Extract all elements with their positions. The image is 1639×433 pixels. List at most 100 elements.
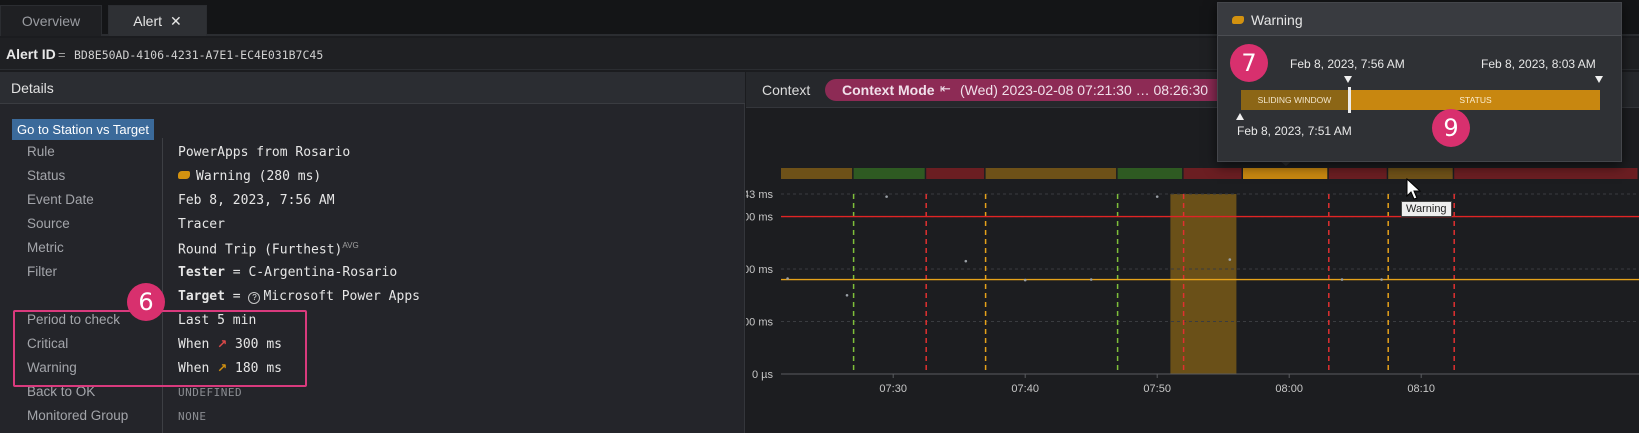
row-period: Period to check Last 5 min [0,310,740,332]
status-value-wrap: Warning (280 ms) [178,169,321,184]
x-tick-label-1: 07:40 [1011,383,1039,395]
source-key: Source [27,216,70,231]
filter-key: Filter [27,264,57,279]
end-marker-icon [1595,76,1603,83]
close-icon[interactable]: ✕ [170,13,182,29]
data-point-8 [1340,278,1344,281]
data-point-5 [1089,278,1093,281]
details-panel: Details Go to Station vs Target Rule Pow… [0,72,745,433]
popup-header: Warning [1218,3,1621,36]
status-segment-1 [853,168,925,179]
details-divider [162,138,163,433]
back-to-ok-value: UNDEFINED [178,386,243,399]
rule-value: PowerApps from Rosario [178,145,351,160]
event-divider [1348,87,1351,113]
data-point-1 [845,293,849,297]
details-title: Details [11,80,54,96]
metric-key: Metric [27,240,64,255]
filter-op: = [232,265,241,280]
context-mode-pill[interactable]: Context Mode ⇤ (Wed) 2023-02-08 07:21:30… [825,79,1245,101]
warning-value-wrap: When ↗ 180 ms [178,361,282,376]
status-segment-4 [1117,168,1183,179]
x-tick-label-2: 07:50 [1143,383,1171,395]
data-point-7 [1228,258,1232,261]
data-point-3 [964,259,968,263]
jump-to-start-icon[interactable]: ⇤ [940,82,951,97]
go-to-station-button[interactable]: Go to Station vs Target [12,119,154,140]
popup-title: Warning [1251,12,1303,28]
data-point-6 [1155,195,1159,198]
popup-window-start: Feb 8, 2023, 7:51 AM [1237,124,1352,138]
metric-suffix: AVG [342,241,359,250]
metric-value: Round Trip (Furthest) [178,242,343,258]
hover-tooltip: Warning [1401,201,1452,217]
status-value: Warning (280 ms) [196,169,322,184]
mouse-cursor-icon [1406,178,1422,200]
window-start-marker-icon [1236,113,1244,120]
help-circle-icon[interactable]: ? [248,292,261,304]
context-title: Context [762,82,811,98]
status-bar: STATUS [1351,90,1600,110]
x-tick-label-3: 08:00 [1275,383,1303,395]
trend-up-arrow-icon: ↗ [217,337,228,351]
highlight-window [1170,194,1237,374]
row-critical: Critical When ↗ 300 ms [0,334,740,356]
y-tick-label-4: 0 µs [752,369,774,381]
rule-key: Rule [27,144,55,159]
callout-badge-7: 7 [1230,44,1268,82]
tab-overview-label: Overview [21,13,81,29]
target-field: Target [178,289,225,304]
tab-alert[interactable]: Alert ✕ [108,5,207,36]
row-back-to-ok: Back to OK UNDEFINED [0,382,740,404]
row-source: Source Tracer [0,214,740,236]
data-point-2 [885,195,888,198]
data-point-9 [1380,278,1383,281]
period-key: Period to check [27,312,121,327]
row-monitored-group: Monitored Group NONE [0,406,740,428]
status-segment-6 [1243,168,1328,179]
tab-overview[interactable]: Overview [0,5,102,36]
warning-key: Warning [27,360,77,375]
status-segment-2 [926,168,985,179]
y-tick-label-3: 100 ms [746,317,773,329]
target-value-wrap: Target = ? Microsoft Power Apps [178,289,420,304]
filter-value: C-Argentina-Rosario [248,265,398,280]
monitored-group-value: NONE [178,410,207,423]
status-segment-7 [1328,168,1387,179]
row-target: Target = ? Microsoft Power Apps [0,286,740,308]
x-tick-label-4: 08:10 [1407,383,1435,395]
details-header: Details [0,72,745,104]
status-segment-5 [1183,168,1242,179]
response-time-chart[interactable]: 343 ms 300 ms 200 ms 100 ms 0 µs 07:30 07:40 07… [746,108,1639,433]
context-mode-label: Context Mode [842,82,935,98]
popup-end-time: Feb 8, 2023, 8:03 AM [1481,57,1596,71]
warning-popup: Warning 7 Feb 8, 2023, 7:56 AM Feb 8, 20… [1217,2,1622,162]
target-value: Microsoft Power Apps [263,289,420,304]
source-value: Tracer [178,217,225,232]
critical-value: 300 ms [235,337,282,352]
critical-value-wrap: When ↗ 300 ms [178,337,282,352]
metric-value-wrap: Round Trip (Furthest)AVG [178,241,359,257]
warning-pill-icon [178,171,190,179]
trend-up-arrow-icon: ↗ [217,361,228,375]
status-key: Status [27,168,66,183]
row-warning: Warning When ↗ 180 ms [0,358,740,380]
alert-id-separator: = [58,47,66,62]
critical-prefix: When [178,337,210,352]
row-status: Status Warning (280 ms) [0,166,740,188]
filter-value-wrap: Tester = C-Argentina-Rosario [178,265,397,280]
target-op: = [232,289,241,304]
event-date-value: Feb 8, 2023, 7:56 AM [178,193,335,208]
data-point-0 [786,277,789,280]
period-value: Last 5 min [178,313,257,328]
row-metric: Metric Round Trip (Furthest)AVG [0,238,740,260]
warning-prefix: When [178,361,210,376]
callout-badge-9: 9 [1432,109,1470,147]
status-segment-8 [1388,168,1453,179]
callout-highlight-box [13,310,307,387]
y-tick-label-2: 200 ms [746,264,773,276]
event-date-key: Event Date [27,192,94,207]
callout-badge-6: 6 [127,283,165,321]
alert-id-label: Alert ID [6,46,56,62]
critical-key: Critical [27,336,69,351]
